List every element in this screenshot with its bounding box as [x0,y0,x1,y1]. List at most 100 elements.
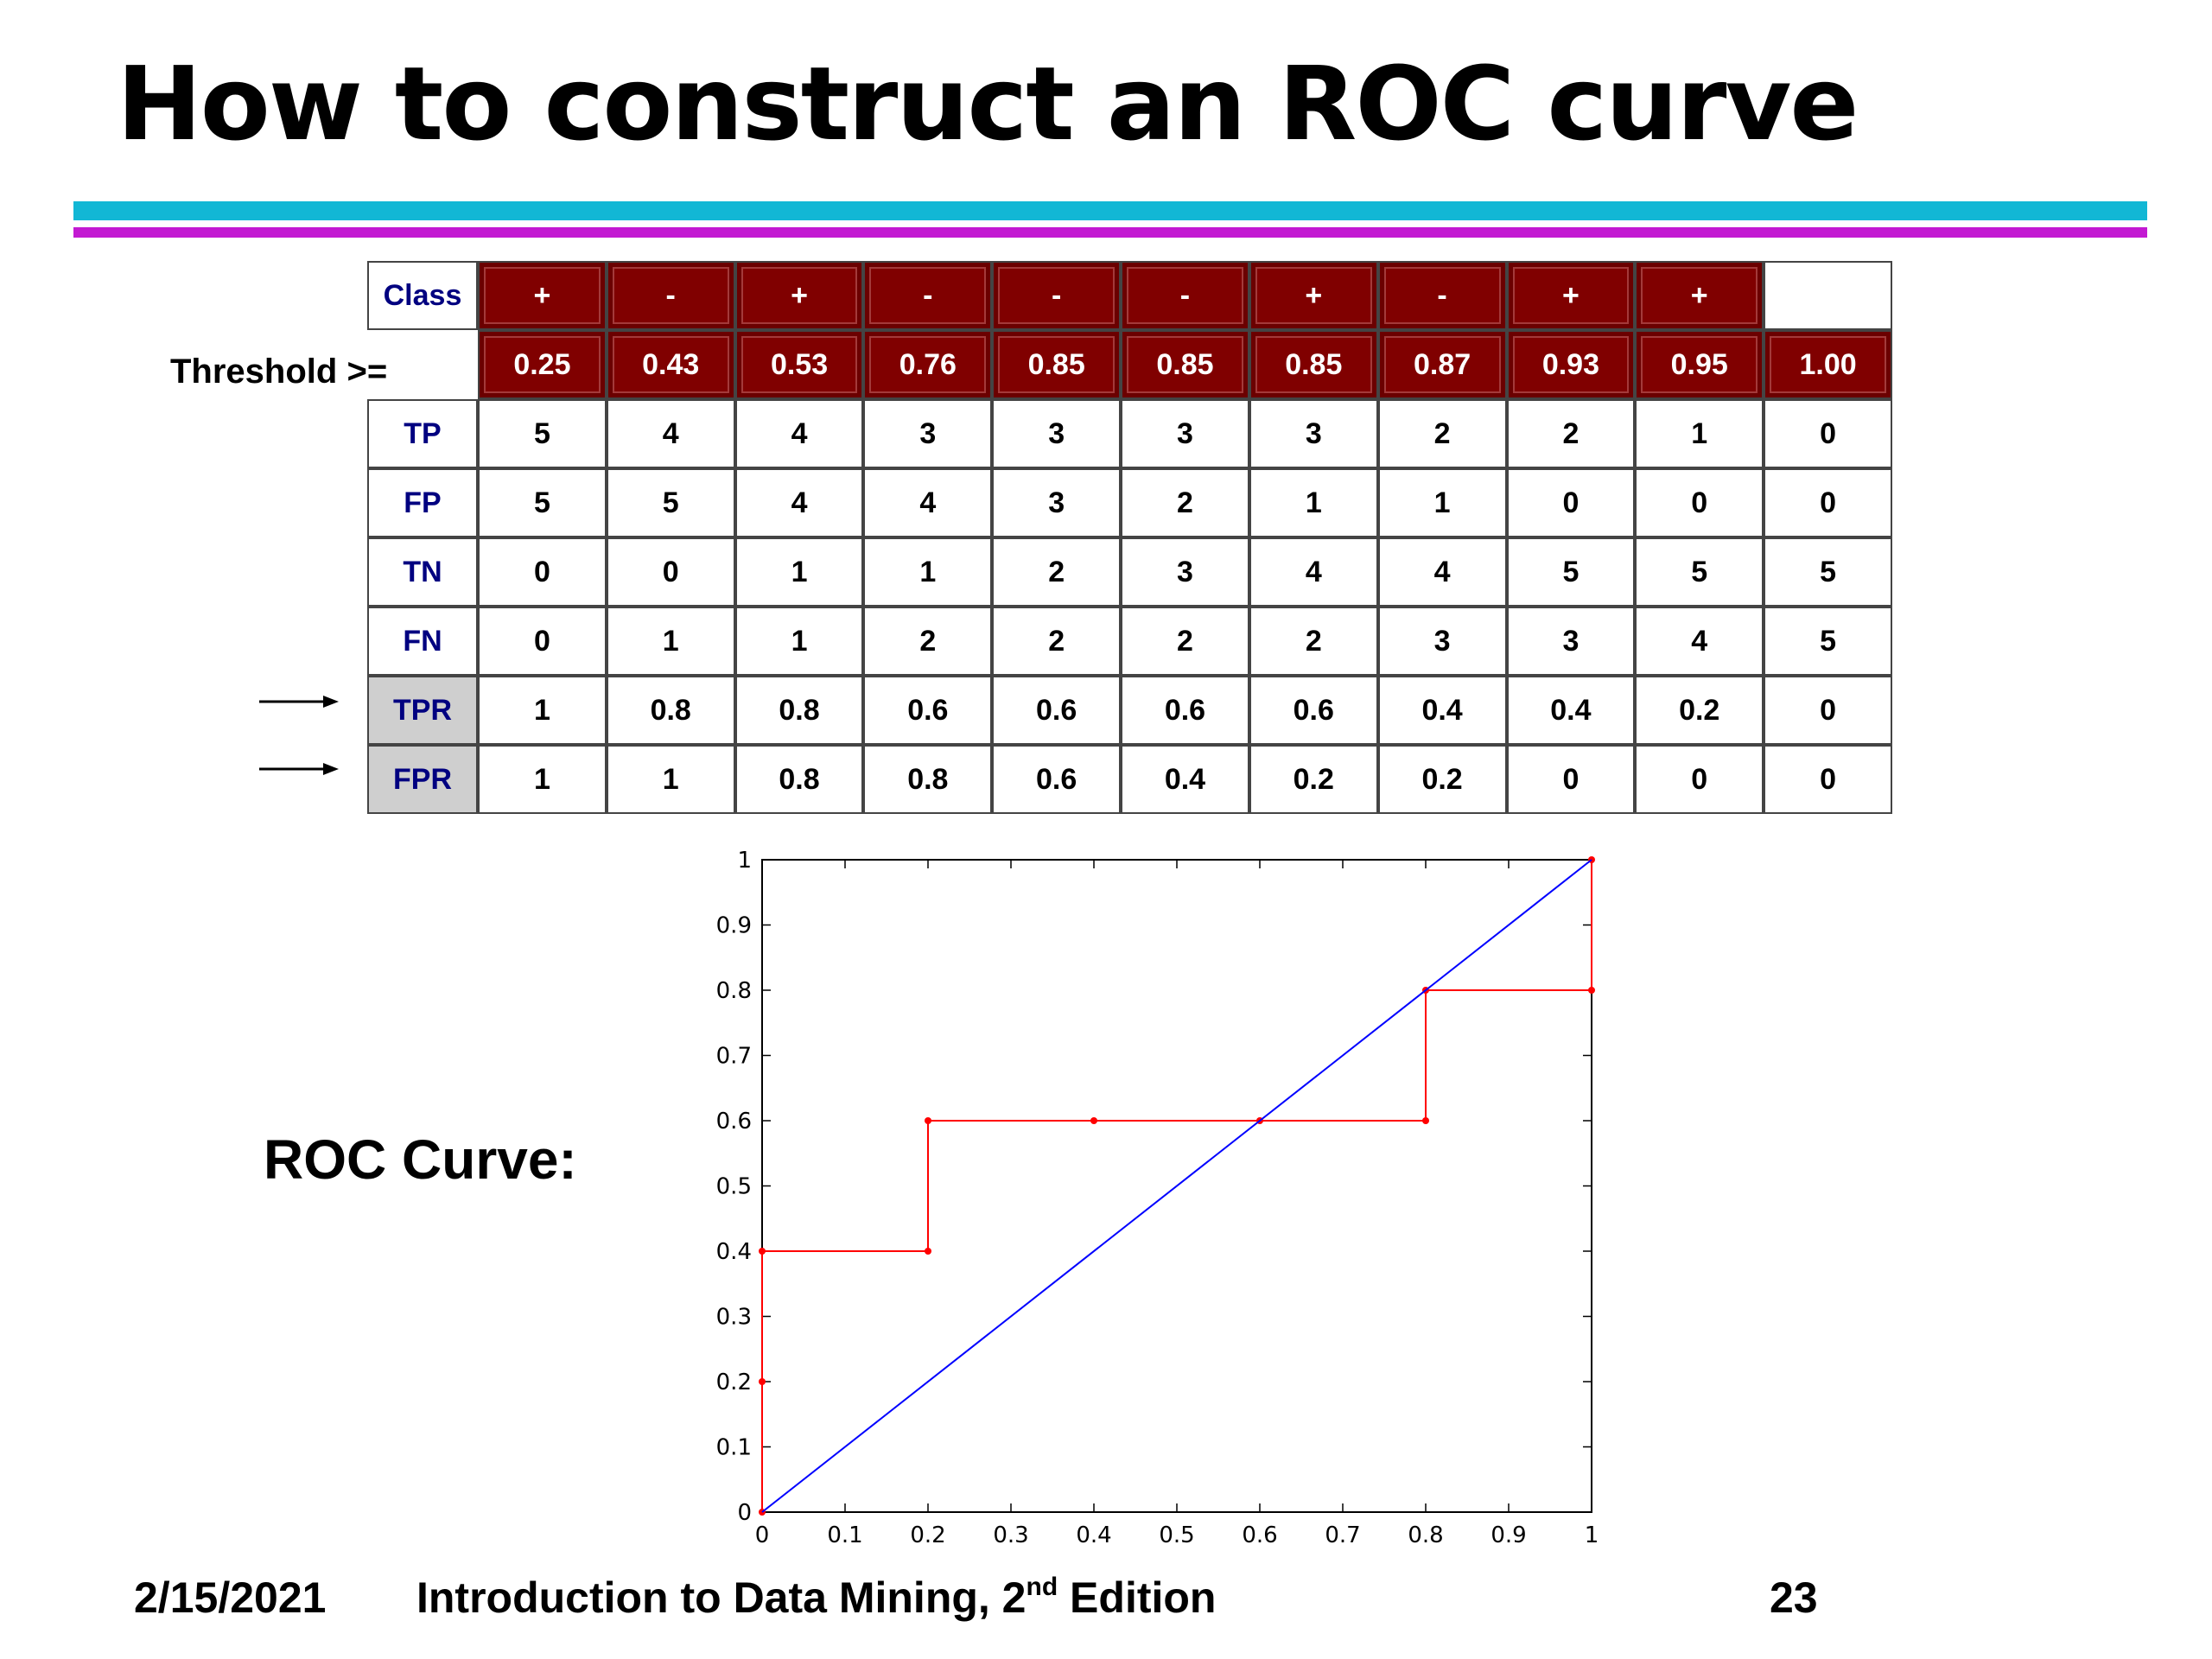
x-tick-label: 1 [1585,1522,1599,1548]
threshold-cell: 0.85 [1249,330,1378,399]
table-cell: 5 [1506,537,1636,607]
table-cell: 2 [1377,399,1507,468]
y-tick-label: 0.8 [716,978,752,1004]
table-cell: 3 [992,399,1122,468]
threshold-cell: 0.43 [606,330,735,399]
y-tick-label: 0.3 [716,1305,752,1331]
table-cell: 4 [734,468,864,537]
table-cell: 0 [606,537,735,607]
threshold-cell: 0.95 [1635,330,1764,399]
table-cell: 0.4 [1121,745,1249,814]
threshold-cell: 1.00 [1764,330,1892,399]
metric-row-tn: TN 0 0 1 1 2 3 4 4 5 5 5 [367,537,1892,607]
y-tick-label: 0.6 [716,1109,752,1135]
roc-point-marker [1090,1117,1097,1124]
table-cell: 3 [863,399,993,468]
table-cell: 4 [1249,537,1378,607]
x-tick-label: 0.6 [1242,1522,1277,1548]
table-cell: 0 [1764,468,1892,537]
roc-table: Class + - + - - - + - + +0.25 0.43 0.53 0.76 0.85 0.85 0… [367,261,1892,814]
title-rule-magenta [73,227,2147,238]
table-cell: 1 [478,676,607,745]
threshold-cell: 0.76 [863,330,993,399]
threshold-row-spacer [367,330,478,399]
row-label-tp: TP [367,399,478,468]
title-rule-gap [73,220,2147,227]
table-cell: 5 [1764,607,1892,676]
class-cell-empty [1764,261,1892,330]
table-cell: 0.8 [863,745,993,814]
table-cell: 1 [734,607,864,676]
table-cell: 3 [1506,607,1636,676]
x-tick-label: 0 [755,1522,770,1548]
table-cell: 0.6 [863,676,993,745]
x-tick-label: 0.7 [1325,1522,1360,1548]
roc-point-marker [759,1378,766,1385]
y-tick-label: 0.9 [716,913,752,939]
table-cell: 1 [863,537,993,607]
class-cell: + [478,261,607,330]
metric-row-fpr: FPR 1 1 0.8 0.8 0.6 0.4 0.2 0.2 0 0 0 [367,745,1892,814]
table-cell: 0.8 [734,676,864,745]
roc-point-marker [759,1248,766,1255]
threshold-label: Threshold >= [170,353,388,391]
table-cell: 2 [1121,607,1249,676]
threshold-cell: 0.53 [734,330,864,399]
table-cell: 0.6 [992,745,1122,814]
roc-point-marker [1422,1117,1429,1124]
table-cell: 0 [1764,676,1892,745]
metric-row-fp: FP 5 5 4 4 3 2 1 1 0 0 0 [367,468,1892,537]
table-cell: 5 [606,468,735,537]
footer-course-text: Introduction to Data Mining, 2 [416,1573,1027,1622]
table-cell: 0.2 [1635,676,1764,745]
tpr-arrow-icon [259,696,339,708]
row-label-fpr: FPR [367,745,478,814]
table-cell: 2 [992,537,1122,607]
row-label-tn: TN [367,537,478,607]
table-cell: 0.2 [1249,745,1378,814]
class-cell: - [1121,261,1249,330]
table-cell: 1 [1377,468,1507,537]
table-cell: 2 [1506,399,1636,468]
table-cell: 1 [734,537,864,607]
table-cell: 0.8 [606,676,735,745]
table-cell: 3 [1121,399,1249,468]
footer-date: 2/15/2021 [134,1573,327,1622]
class-cell: + [734,261,864,330]
y-tick-label: 1 [737,848,752,874]
table-cell: 1 [1249,468,1378,537]
roc-point-marker [925,1117,931,1124]
y-tick-label: 0.1 [716,1435,752,1461]
roc-point-marker [925,1248,931,1255]
table-cell: 0 [478,537,607,607]
row-label-fn: FN [367,607,478,676]
threshold-row: 0.25 0.43 0.53 0.76 0.85 0.85 0.85 0.87 0.93 0.95… [367,330,1892,399]
table-cell: 0.6 [1121,676,1249,745]
footer-course: Introduction to Data Mining, 2nd Edition [416,1573,1216,1623]
table-cell: 5 [1764,537,1892,607]
x-tick-label: 0.2 [910,1522,945,1548]
class-cell: - [1377,261,1507,330]
roc-curve-label: ROC Curve: [264,1128,577,1191]
table-cell: 0.6 [1249,676,1378,745]
table-cell: 4 [863,468,993,537]
y-tick-label: 0.7 [716,1044,752,1070]
class-cell: - [863,261,993,330]
slide-title: How to construct an ROC curve [117,44,1859,163]
roc-table-container: Class + - + - - - + - + +0.25 0.43 0.53 0.76 0.85 0.85 0… [367,261,1892,814]
x-tick-label: 0.3 [993,1522,1028,1548]
table-cell: 1 [606,607,735,676]
x-tick-label: 0.9 [1491,1522,1526,1548]
table-cell: 0 [1764,745,1892,814]
table-cell: 0 [478,607,607,676]
table-cell: 3 [1121,537,1249,607]
table-cell: 3 [992,468,1122,537]
table-cell: 1 [478,745,607,814]
threshold-cell: 0.85 [1121,330,1249,399]
metric-row-tp: TP 5 4 4 3 3 3 3 2 2 1 0 [367,399,1892,468]
y-tick-label: 0.5 [716,1174,752,1200]
metric-row-fn: FN 0 1 1 2 2 2 2 3 3 4 5 [367,607,1892,676]
class-cell: - [606,261,735,330]
metric-row-tpr: TPR 1 0.8 0.8 0.6 0.6 0.6 0.6 0.4 0.4 0.2 0 [367,676,1892,745]
table-cell: 4 [734,399,864,468]
